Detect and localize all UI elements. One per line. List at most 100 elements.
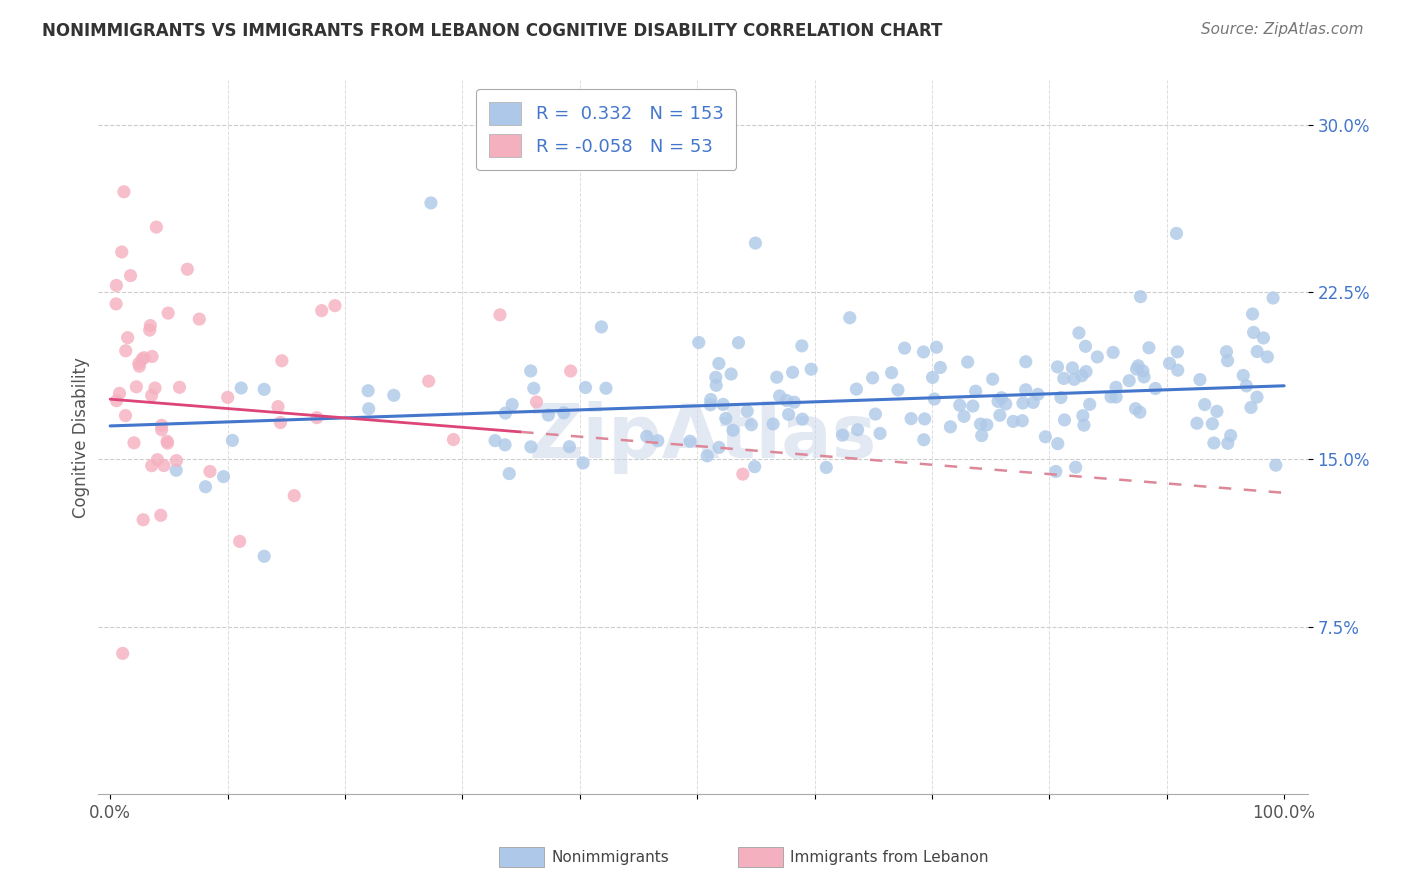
Point (1099, 390, 1122, 404)
Point (949, 398, 972, 412)
Point (382, 388, 405, 402)
Point (494, 406, 516, 420)
Point (194, 480, 217, 494)
Point (176, 262, 198, 277)
Point (1205, 404, 1227, 418)
Point (1166, 227, 1188, 241)
Point (727, 335, 749, 350)
Point (1026, 387, 1049, 401)
Point (1202, 436, 1225, 450)
Point (523, 381, 546, 395)
Point (1067, 326, 1090, 340)
Point (418, 374, 440, 388)
Point (1241, 307, 1264, 321)
Point (165, 463, 187, 477)
Point (965, 384, 987, 399)
Point (1046, 359, 1069, 374)
Point (149, 508, 172, 523)
Point (956, 355, 979, 369)
Point (489, 308, 512, 322)
Point (141, 388, 163, 402)
Point (1085, 350, 1108, 364)
Point (105, 278, 128, 293)
Point (845, 382, 868, 396)
Point (1144, 382, 1167, 396)
Point (501, 398, 523, 412)
Point (1253, 331, 1275, 345)
Point (283, 489, 305, 503)
Point (1132, 364, 1154, 378)
Point (574, 380, 596, 394)
Point (1166, 345, 1188, 359)
Point (1256, 350, 1278, 364)
Point (131, 351, 153, 366)
Point (981, 372, 1004, 386)
Point (865, 407, 887, 421)
Point (778, 408, 800, 422)
Point (1219, 428, 1241, 442)
Point (114, 409, 136, 423)
Point (838, 310, 860, 325)
Point (526, 395, 548, 409)
Point (494, 438, 516, 452)
Point (929, 360, 952, 375)
Point (994, 397, 1017, 411)
Point (862, 371, 884, 385)
Point (1105, 380, 1128, 394)
Point (924, 392, 946, 406)
Legend: R =  0.332   N = 153, R = -0.058   N = 53: R = 0.332 N = 153, R = -0.058 N = 53 (477, 89, 737, 170)
Point (558, 440, 581, 454)
Point (111, 646, 134, 660)
Point (762, 417, 785, 431)
Point (270, 353, 292, 368)
Point (484, 434, 506, 448)
Point (156, 436, 179, 450)
Point (1074, 339, 1097, 353)
Point (553, 406, 575, 420)
Point (914, 412, 936, 426)
Point (969, 417, 991, 431)
Point (704, 370, 727, 384)
Text: Nonimmigrants: Nonimmigrants (551, 850, 669, 864)
Point (700, 392, 723, 407)
Point (221, 434, 243, 448)
Point (128, 359, 150, 374)
Point (1050, 391, 1073, 405)
Point (143, 381, 166, 395)
Point (921, 370, 943, 384)
Point (1133, 370, 1156, 384)
Point (117, 331, 139, 345)
Point (900, 411, 922, 425)
Point (198, 465, 221, 479)
Point (1062, 360, 1084, 375)
Point (783, 395, 806, 409)
Point (145, 220, 167, 235)
Point (647, 434, 669, 448)
Point (323, 299, 346, 313)
Point (253, 382, 276, 396)
Point (1053, 413, 1076, 427)
Point (782, 365, 804, 379)
Point (114, 343, 136, 358)
Point (591, 319, 613, 334)
Point (744, 236, 766, 251)
Point (305, 410, 328, 425)
Point (735, 404, 758, 418)
Point (880, 366, 903, 380)
Point (1201, 417, 1223, 431)
Point (912, 433, 935, 447)
Point (228, 534, 250, 549)
Point (711, 397, 734, 411)
Point (887, 383, 910, 397)
Point (800, 362, 823, 376)
Point (595, 381, 617, 395)
Point (1022, 395, 1045, 409)
Point (1246, 344, 1268, 359)
Point (419, 195, 441, 210)
Point (125, 380, 148, 394)
Point (1194, 398, 1216, 412)
Point (357, 384, 380, 398)
Point (1118, 374, 1140, 388)
Point (1102, 345, 1125, 359)
Point (707, 441, 730, 455)
